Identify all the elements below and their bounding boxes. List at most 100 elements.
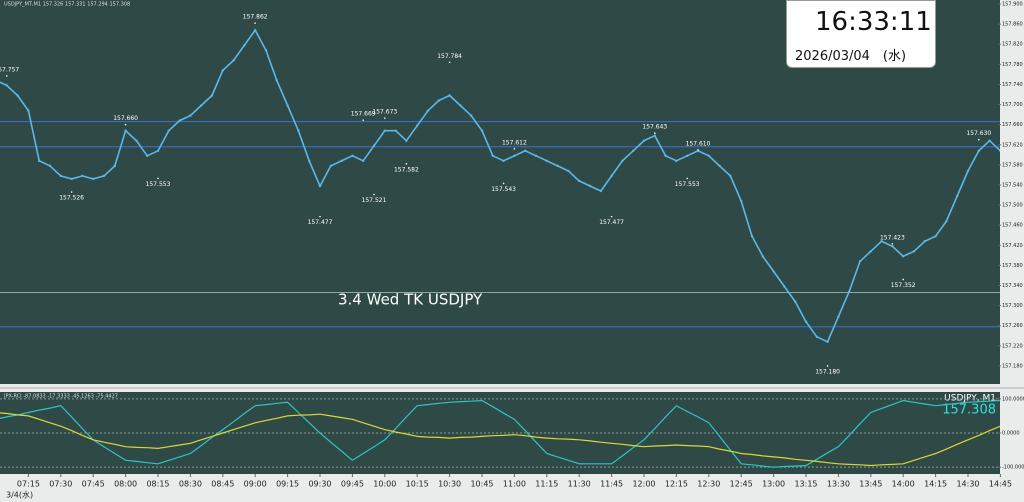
x-tick-label: 11:15 (535, 480, 558, 489)
y-tick-label: 157.460 (1002, 223, 1023, 229)
extreme-label: 157.543 (491, 186, 516, 193)
price-point (999, 149, 1000, 152)
extreme-point (70, 191, 73, 193)
x-tick-label: 07:30 (49, 480, 72, 489)
price-point (923, 240, 926, 243)
price-point (362, 159, 365, 163)
extreme-point (502, 182, 505, 185)
price-point (750, 235, 754, 238)
y-tick-label: 157.740 (1002, 82, 1023, 88)
price-point (394, 129, 397, 132)
price-point (686, 154, 689, 158)
symbol: USDJPY, M1 (944, 394, 996, 404)
price-point (621, 159, 624, 163)
extreme-label: 157.521 (362, 197, 387, 204)
y-tick-label: 157.300 (1002, 303, 1023, 309)
x-tick-label: 14:30 (956, 480, 979, 489)
price-point (146, 154, 149, 158)
y-tick-label: 157.900 (1002, 2, 1023, 8)
x-tick-label: 11:30 (568, 480, 591, 489)
extreme-label: 157.862 (243, 14, 268, 21)
y-tick-label: 157.540 (1002, 182, 1023, 188)
price-point (243, 44, 246, 47)
price-point (329, 164, 332, 168)
clock-time: 16:33:11 (815, 7, 932, 37)
price-point (491, 154, 494, 158)
y-tick-label: 157.580 (1002, 162, 1023, 168)
price-point (848, 290, 851, 293)
price-point (48, 164, 52, 168)
price-point (81, 174, 84, 178)
x-tick-label: 10:15 (406, 480, 429, 489)
price-point (610, 174, 613, 178)
price-point (675, 159, 678, 163)
x-tick-label: 09:30 (308, 480, 331, 489)
x-tick-label: 10:45 (470, 480, 493, 489)
extreme-point (686, 177, 688, 180)
extreme-label: 157.669 (351, 111, 376, 118)
price-point (912, 250, 916, 253)
price-point (27, 109, 30, 112)
price-point (200, 104, 203, 107)
price-point (286, 104, 289, 107)
extreme-point (610, 215, 613, 218)
extreme-point (384, 117, 386, 119)
price-point (426, 109, 430, 112)
extreme-point (405, 163, 408, 165)
price-point (729, 174, 732, 178)
x-tick-label: 10:30 (438, 480, 461, 489)
price-point (545, 159, 548, 163)
price-point (653, 134, 656, 137)
x-tick-label: 12:45 (730, 480, 753, 489)
price-point (783, 285, 786, 288)
x-tick-label: 08:15 (146, 480, 169, 489)
x-tick-label: 08:45 (211, 480, 234, 489)
x-tick-label: 08:00 (114, 480, 137, 489)
y-tick-label: 157.780 (1002, 62, 1023, 68)
extreme-point (654, 132, 656, 134)
price-point (318, 184, 322, 188)
price-point (102, 174, 106, 178)
x-tick-label: 12:15 (665, 480, 688, 489)
x-tick-label: 13:30 (827, 480, 850, 489)
price-point (221, 69, 224, 72)
extreme-label: 157.423 (880, 234, 905, 241)
extreme-point (319, 215, 321, 218)
x-tick-label: 13:45 (859, 480, 882, 489)
price-point (113, 164, 117, 168)
price-point (567, 169, 570, 173)
price-point (588, 184, 592, 188)
price-point (664, 154, 667, 158)
price-line (0, 412, 1000, 467)
extreme-point (6, 75, 8, 77)
y-tick-label: 157.500 (1002, 203, 1023, 209)
price-point (167, 129, 170, 132)
price-point (837, 315, 840, 318)
x-tick-label: 08:30 (179, 480, 202, 489)
y-tick-label: 157.820 (1002, 42, 1023, 48)
y-tick-label: 157.340 (1002, 283, 1023, 289)
extreme-label: 157.660 (113, 115, 138, 122)
extreme-label: 157.612 (502, 139, 527, 146)
extreme-point (124, 123, 127, 126)
y-tick-label: 157.260 (1002, 323, 1023, 329)
price-point (437, 99, 440, 102)
price-point (416, 124, 419, 127)
rci-title: JPX-RCI -87.0833 -17.3333 -45.1263 -75.4… (3, 394, 118, 400)
x-tick-label: 09:00 (244, 480, 267, 489)
extreme-label: 157.610 (686, 140, 711, 147)
y-tick-label: 157.220 (1002, 343, 1023, 349)
date-label: 3/4(水) (6, 490, 33, 500)
price-point (340, 159, 343, 163)
extreme-label: 157.673 (372, 109, 397, 116)
price-point (869, 250, 872, 253)
price-point (794, 300, 797, 303)
price-point (383, 129, 386, 132)
price-point (5, 84, 8, 87)
price-line (0, 399, 1000, 468)
price-point (707, 154, 710, 158)
y-tick-label: 157.660 (1002, 122, 1023, 128)
price-axis (1000, 0, 1024, 474)
price-point (718, 164, 721, 168)
x-tick-label: 13:15 (794, 480, 817, 489)
